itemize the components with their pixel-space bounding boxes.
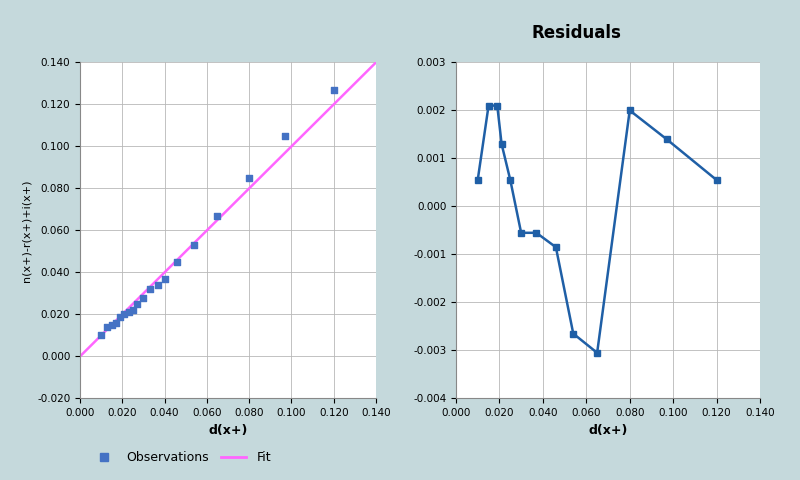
Legend: Observations, Fit: Observations, Fit <box>86 446 276 469</box>
Point <box>143 285 156 293</box>
Point <box>171 258 184 266</box>
Point <box>94 332 107 339</box>
Point <box>110 319 122 326</box>
Point <box>152 281 165 289</box>
Point <box>242 174 255 182</box>
Point <box>137 294 150 301</box>
Y-axis label: n(x+)-r(x+)+i(x+): n(x+)-r(x+)+i(x+) <box>22 179 31 282</box>
Text: Residuals: Residuals <box>531 24 621 42</box>
Point <box>122 309 135 316</box>
Point <box>114 312 126 320</box>
Point <box>188 241 201 249</box>
Point <box>278 132 291 140</box>
Point <box>158 275 171 283</box>
Point <box>118 311 131 318</box>
Point <box>106 321 118 329</box>
Point <box>211 212 224 219</box>
Point <box>130 300 143 308</box>
Point <box>126 306 139 314</box>
X-axis label: d(x+): d(x+) <box>588 424 628 437</box>
Point <box>327 86 340 94</box>
Point <box>101 323 114 331</box>
X-axis label: d(x+): d(x+) <box>208 424 248 437</box>
